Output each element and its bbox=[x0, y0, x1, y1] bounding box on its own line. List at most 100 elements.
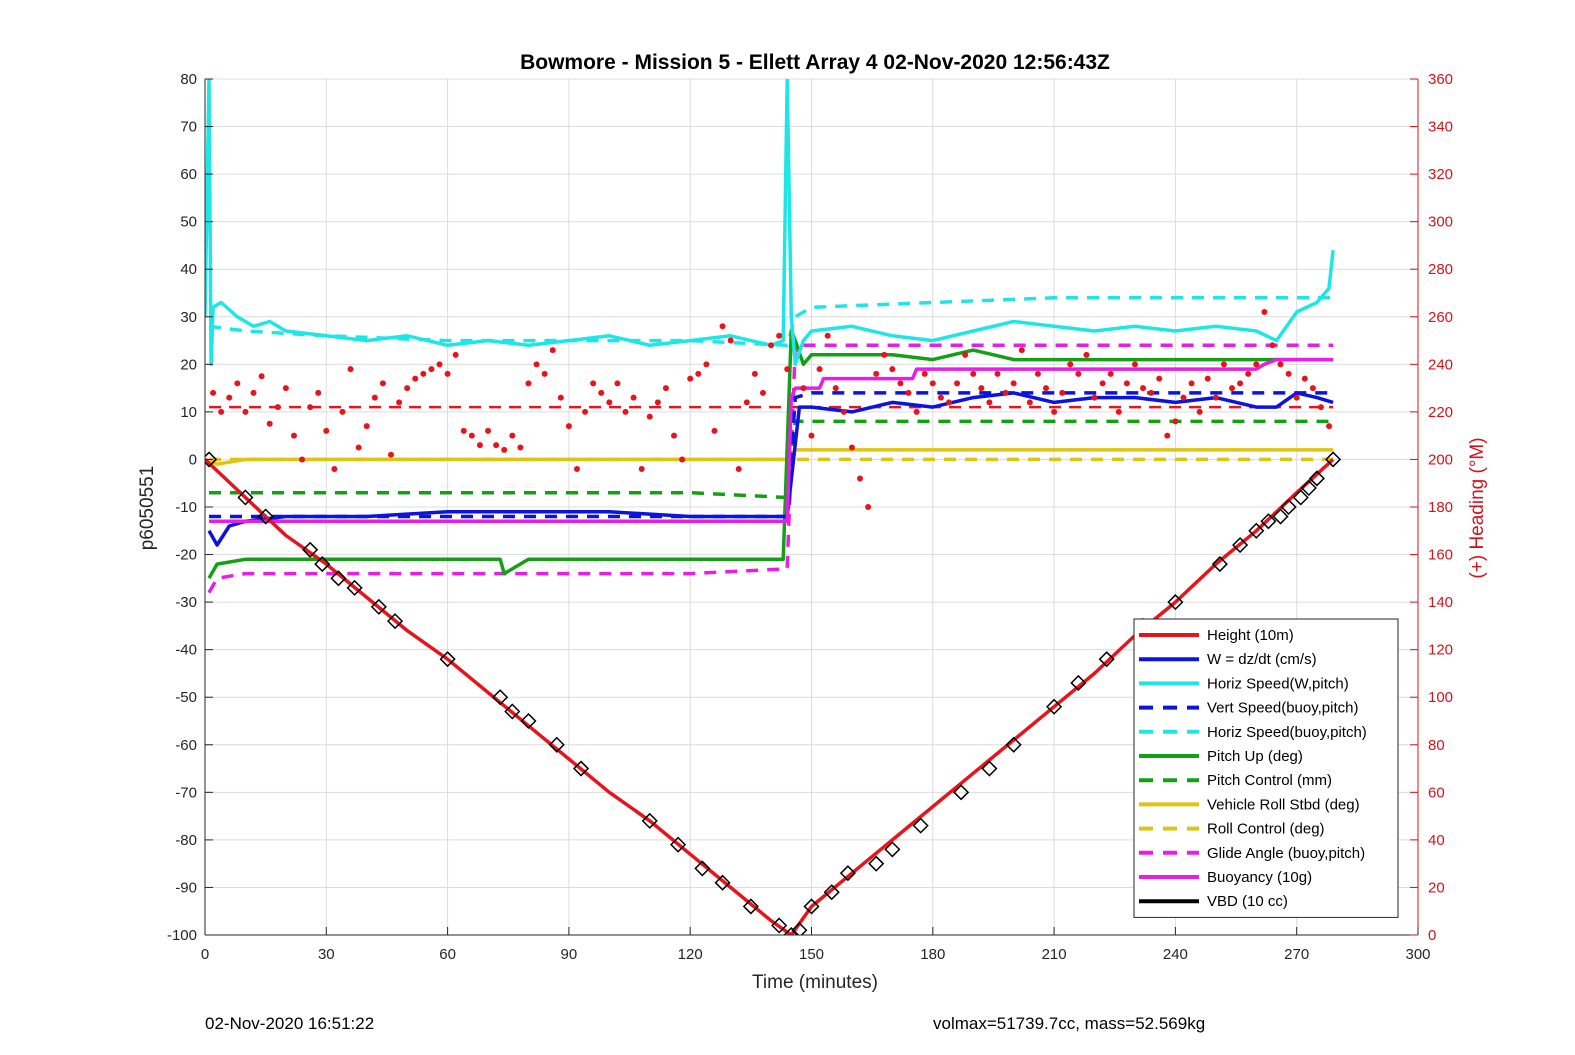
y-tick-label: 70 bbox=[180, 119, 197, 136]
heading-point bbox=[978, 385, 985, 392]
legend-label: Height (10m) bbox=[1207, 627, 1294, 644]
height-marker bbox=[1098, 651, 1115, 668]
height-marker bbox=[1260, 513, 1277, 530]
heading-point bbox=[549, 347, 556, 354]
heading-point bbox=[768, 342, 775, 349]
legend-label: Vehicle Roll Stbd (deg) bbox=[1207, 796, 1360, 813]
heading-point bbox=[1123, 380, 1130, 387]
heading-point bbox=[1131, 361, 1138, 368]
heading-point bbox=[307, 404, 314, 411]
heading-point bbox=[1010, 380, 1017, 387]
y2-tick-label: 320 bbox=[1428, 166, 1453, 183]
height-marker bbox=[1292, 489, 1309, 506]
heading-point bbox=[889, 366, 896, 373]
y2-tick-label: 300 bbox=[1428, 214, 1453, 231]
heading-point bbox=[937, 394, 944, 401]
heading-point bbox=[1326, 423, 1333, 430]
heading-point bbox=[590, 380, 597, 387]
y-tick-label: -90 bbox=[175, 879, 197, 896]
y2-tick-label: 60 bbox=[1428, 784, 1445, 801]
heading-point bbox=[493, 442, 500, 449]
footer-timestamp: 02-Nov-2020 16:51:22 bbox=[205, 1014, 375, 1033]
heading-point bbox=[695, 370, 702, 377]
heading-point bbox=[347, 366, 354, 373]
y-tick-label: -10 bbox=[175, 499, 197, 516]
height-marker bbox=[1070, 674, 1087, 692]
y2-tick-label: 260 bbox=[1428, 309, 1453, 326]
heading-point bbox=[290, 432, 297, 439]
height-marker bbox=[314, 556, 331, 573]
height-marker bbox=[237, 489, 254, 506]
heading-point bbox=[282, 385, 289, 392]
heading-point bbox=[1220, 361, 1227, 368]
heading-point bbox=[816, 366, 823, 373]
y-tick-label: 0 bbox=[189, 451, 197, 468]
heading-point bbox=[250, 389, 257, 396]
heading-point bbox=[355, 444, 362, 451]
heading-point bbox=[1317, 404, 1324, 411]
height-marker bbox=[1272, 508, 1289, 525]
x-tick-label: 90 bbox=[561, 946, 578, 963]
heading-point bbox=[687, 375, 694, 382]
heading-point bbox=[1002, 389, 1009, 396]
height-marker bbox=[439, 651, 456, 668]
height-marker bbox=[1167, 594, 1184, 611]
heading-point bbox=[525, 380, 532, 387]
x-tick-label: 270 bbox=[1284, 946, 1309, 963]
height-marker bbox=[1308, 470, 1325, 487]
height-marker bbox=[1232, 536, 1249, 554]
heading-point bbox=[218, 408, 225, 415]
x-tick-label: 180 bbox=[920, 946, 945, 963]
heading-point bbox=[1309, 385, 1316, 392]
legend-box bbox=[1133, 618, 1399, 918]
y2-tick-label: 140 bbox=[1428, 594, 1453, 611]
height-marker bbox=[803, 898, 820, 915]
chart-title: Bowmore - Mission 5 - Ellett Array 4 02-… bbox=[520, 51, 1110, 74]
legend-label: Roll Control (deg) bbox=[1207, 821, 1325, 838]
y-tick-label: 10 bbox=[180, 404, 197, 421]
height-marker bbox=[386, 613, 404, 630]
y-tick-label: 50 bbox=[180, 214, 197, 231]
y-tick-label: -100 bbox=[167, 927, 197, 944]
x-axis-label: Time (minutes) bbox=[752, 972, 878, 993]
y2-tick-label: 0 bbox=[1428, 927, 1436, 944]
heading-point bbox=[929, 380, 936, 387]
heading-point bbox=[848, 444, 855, 451]
heading-point bbox=[905, 389, 912, 396]
heading-point bbox=[671, 432, 678, 439]
heading-point bbox=[832, 385, 839, 392]
heading-point bbox=[913, 408, 920, 415]
height-marker bbox=[714, 874, 731, 891]
heading-point bbox=[1204, 375, 1211, 382]
heading-point bbox=[1043, 385, 1050, 392]
x-tick-label: 240 bbox=[1163, 946, 1188, 963]
heading-point bbox=[1245, 370, 1252, 377]
height-marker bbox=[981, 760, 998, 777]
heading-point bbox=[234, 380, 241, 387]
heading-point bbox=[662, 385, 669, 392]
series-buoyancy-10g bbox=[209, 357, 1334, 524]
x-tick-label: 60 bbox=[439, 946, 456, 963]
axes: 0 30 60 90 120 150 180 210 240 270 300807060504030… bbox=[167, 71, 1453, 963]
heading-point bbox=[751, 370, 758, 377]
series-pitch-up-deg bbox=[207, 329, 1334, 580]
heading-point bbox=[630, 394, 637, 401]
heading-point bbox=[339, 408, 346, 415]
x-tick-label: 0 bbox=[201, 946, 209, 963]
heading-point bbox=[468, 432, 475, 439]
height-marker bbox=[791, 922, 808, 935]
legend-label: Pitch Control (mm) bbox=[1207, 772, 1332, 789]
heading-point bbox=[517, 444, 524, 451]
heading-point bbox=[323, 427, 330, 434]
legend-label: Horiz Speed(buoy,pitch) bbox=[1207, 724, 1367, 741]
heading-point bbox=[242, 408, 249, 415]
heading-point bbox=[444, 370, 451, 377]
heading-point bbox=[873, 370, 880, 377]
heading-point bbox=[622, 408, 629, 415]
height-marker bbox=[1300, 479, 1317, 497]
heading-point bbox=[1067, 361, 1074, 368]
heading-point bbox=[1075, 370, 1082, 377]
height-marker bbox=[1325, 451, 1342, 468]
heading-point bbox=[331, 465, 338, 472]
